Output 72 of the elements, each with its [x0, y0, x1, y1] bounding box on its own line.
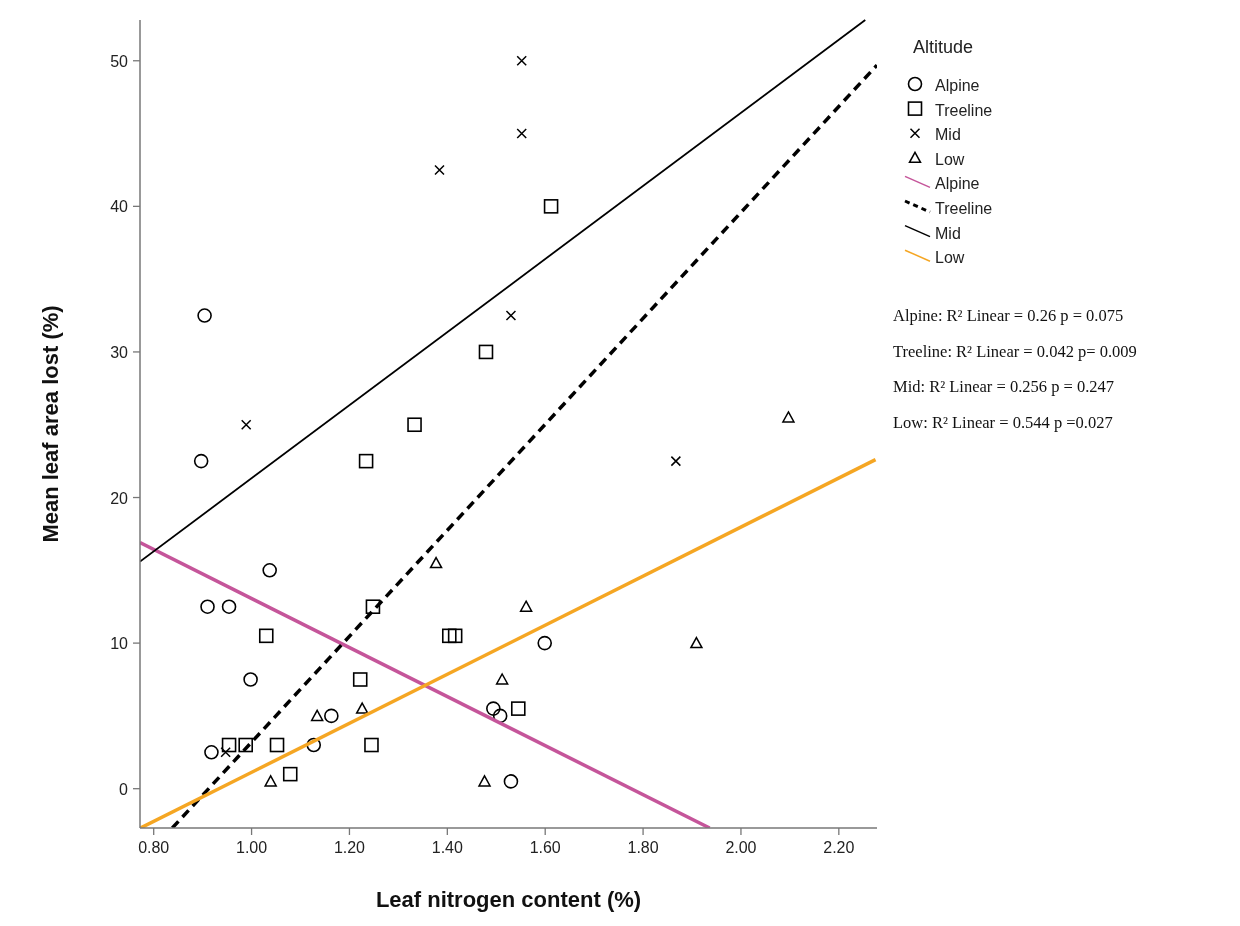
x-tick-label: 1.80 [627, 839, 659, 856]
point [238, 737, 254, 753]
point [221, 737, 237, 753]
point [434, 164, 445, 176]
text: Mid: R² Linear = 0.256 p = 0.247 [893, 377, 1115, 396]
point [447, 628, 463, 644]
point [240, 419, 252, 430]
y-axis-title: Mean leaf area lost (%) [38, 305, 63, 543]
point [243, 672, 258, 687]
point [478, 344, 494, 360]
point [782, 411, 795, 423]
legend-title: Altitude [913, 37, 974, 57]
point [204, 745, 219, 760]
legend-label: Alpine [935, 77, 980, 94]
point [441, 628, 457, 644]
point [264, 775, 277, 787]
point [407, 417, 422, 433]
legend-label: Mid [935, 224, 961, 242]
y-tick-label: 10 [110, 635, 129, 653]
legend-label: Treeline [935, 200, 993, 217]
point [282, 766, 298, 782]
point [478, 775, 491, 787]
legend-label: Alpine [935, 175, 980, 193]
legend-label: Low [935, 249, 965, 267]
point [258, 628, 274, 644]
point [352, 672, 368, 687]
point [486, 701, 501, 716]
legend-label: Treeline [935, 101, 993, 119]
text: Treeline: R² Linear = 0.042 p= 0.009 [893, 341, 1137, 361]
x-tick-label: 0.80 [138, 839, 170, 856]
point [262, 563, 277, 578]
x-tick-label: 2.00 [725, 839, 757, 856]
point [306, 737, 322, 753]
legend-label: Low [935, 150, 965, 168]
point [516, 128, 527, 139]
point [197, 308, 212, 323]
point [516, 55, 527, 67]
point [364, 737, 379, 753]
point [220, 747, 231, 758]
point [495, 673, 509, 685]
point [221, 599, 237, 615]
point [324, 708, 339, 724]
y-tick-label: 20 [110, 489, 129, 507]
point [537, 635, 553, 651]
x-tick-label: 1.40 [431, 839, 463, 856]
y-tick-label: 50 [110, 52, 129, 70]
y-tick-label: 40 [110, 198, 129, 216]
point [365, 599, 381, 615]
text: Alpine: R² Linear = 0.26 p = 0.075 [893, 306, 1124, 325]
point [690, 636, 703, 649]
x-tick-label: 1.60 [529, 839, 561, 856]
point [503, 774, 519, 789]
point [429, 556, 443, 569]
point [510, 701, 526, 716]
y-tick-label: 0 [119, 780, 129, 798]
point [355, 702, 369, 714]
legend-label: Mid [935, 126, 961, 144]
point [269, 737, 285, 753]
point [543, 199, 559, 214]
x-tick-label: 1.00 [236, 839, 268, 856]
x-tick-label: 1.20 [333, 839, 366, 856]
x-tick-label: 2.20 [823, 839, 855, 856]
text: Low: R² Linear = 0.544 p =0.027 [893, 412, 1113, 432]
x-axis-title: Leaf nitrogen content (%) [375, 887, 642, 912]
point [519, 600, 533, 612]
point [200, 599, 215, 615]
point [358, 453, 374, 469]
point [310, 709, 324, 722]
point [670, 455, 682, 467]
point [505, 310, 517, 321]
point [193, 453, 209, 469]
y-tick-label: 30 [110, 343, 129, 361]
